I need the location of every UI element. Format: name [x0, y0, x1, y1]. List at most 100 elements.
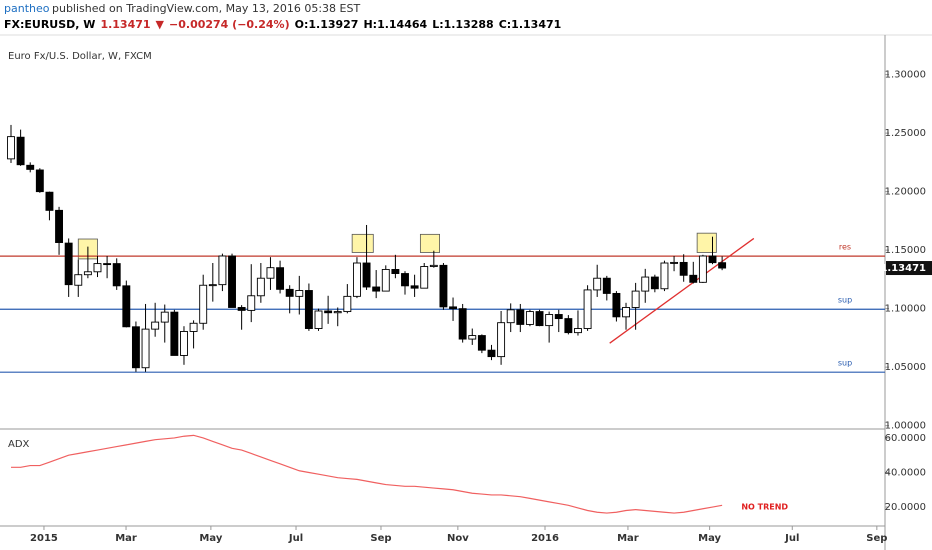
- x-tick-label: Mar: [115, 533, 137, 544]
- candle-body: [160, 311, 169, 323]
- header-change: −0.00274 (−0.24%): [169, 18, 290, 31]
- header-published: published on TradingView.com, May 13, 20…: [52, 2, 360, 15]
- candle-body: [314, 310, 323, 329]
- candle-body: [7, 136, 15, 160]
- candle-body: [718, 262, 727, 269]
- candle-body: [525, 311, 534, 325]
- candle-body: [554, 314, 563, 320]
- candle-body: [660, 262, 669, 290]
- candle-body: [487, 349, 496, 358]
- candle-body: [64, 242, 73, 286]
- candle-body: [266, 267, 275, 279]
- indicator-title: ADX: [8, 439, 30, 450]
- candle-body: [622, 307, 630, 318]
- x-tick-label: Sep: [370, 533, 391, 544]
- candle-body: [420, 266, 429, 289]
- candle-body: [650, 276, 659, 290]
- candle-body: [26, 164, 35, 170]
- candle-body: [83, 271, 92, 276]
- y-tick-label: 40.0000: [885, 467, 926, 478]
- candle-body: [449, 306, 457, 310]
- candle-body: [698, 255, 707, 283]
- candle-body: [362, 262, 371, 288]
- candle-body: [276, 267, 285, 290]
- y-tick-label: 60.0000: [885, 433, 926, 444]
- candle-body: [612, 292, 621, 318]
- candle-body: [218, 255, 227, 286]
- header-symbol: FX:EURUSD, W: [4, 18, 95, 31]
- candle-body: [237, 307, 246, 311]
- level-label: sup: [838, 296, 852, 305]
- candle-body: [285, 288, 294, 297]
- header-open: O:1.13927: [295, 18, 359, 31]
- candle-body: [228, 255, 236, 308]
- candle-body: [535, 311, 544, 327]
- candle-body: [131, 326, 140, 369]
- candle-body: [372, 286, 381, 292]
- candle-body: [295, 290, 304, 297]
- header-user[interactable]: pantheo: [4, 2, 50, 15]
- chart-title: Euro Fx/U.S. Dollar, W, FXCM: [8, 51, 152, 62]
- y-tick-label: 1.20000: [885, 187, 926, 198]
- candle-body: [208, 284, 217, 287]
- candle-body: [304, 290, 313, 329]
- candle-body: [74, 274, 83, 286]
- level-label: res: [839, 243, 851, 252]
- candle-body: [103, 263, 112, 266]
- candle-body: [593, 277, 602, 291]
- x-tick-label: Nov: [447, 533, 469, 544]
- x-tick-label: Mar: [617, 533, 639, 544]
- y-tick-label: 1.15000: [885, 245, 926, 256]
- header-close: C:1.13471: [499, 18, 562, 31]
- candle-body: [670, 261, 679, 264]
- candle-body: [477, 335, 486, 351]
- x-tick-label: Jul: [784, 533, 799, 544]
- candle-body: [410, 285, 419, 289]
- adx-line: [11, 434, 723, 514]
- candle-body: [151, 321, 160, 330]
- candle-body: [689, 274, 698, 283]
- x-tick-label: May: [199, 533, 222, 544]
- price-tag-label: 1.13471: [880, 263, 926, 274]
- y-tick-label: 1.30000: [885, 70, 926, 81]
- candle-body: [324, 310, 333, 314]
- candle-body: [708, 255, 717, 264]
- candle-body: [545, 314, 554, 327]
- header-low: L:1.13288: [432, 18, 494, 31]
- candle-body: [602, 277, 611, 294]
- candle-body: [574, 328, 582, 334]
- annotation: NO TREND: [741, 503, 788, 512]
- symbol-line: FX:EURUSD, W 1.13471 ▼ −0.00274 (−0.24%) O:1…: [4, 18, 561, 31]
- highlight-box: [696, 232, 717, 253]
- candle-body: [564, 318, 573, 334]
- x-tick-label: May: [698, 533, 721, 544]
- x-tick-label: 2015: [30, 533, 58, 544]
- candle-body: [381, 268, 390, 292]
- candle-body: [16, 136, 25, 166]
- candle-body: [516, 309, 525, 325]
- candle-body: [439, 264, 448, 308]
- candle-body: [641, 276, 650, 292]
- candle-body: [170, 311, 179, 356]
- header-high: H:1.14464: [363, 18, 427, 31]
- candle-body: [401, 273, 409, 287]
- candle-body: [343, 295, 352, 313]
- header-arrow: ▼: [156, 18, 165, 31]
- y-tick-label: 1.05000: [885, 362, 926, 373]
- candle-body: [141, 328, 150, 369]
- highlight-box: [419, 233, 440, 253]
- candle-body: [256, 277, 265, 297]
- candle-body: [55, 209, 64, 243]
- candle-body: [112, 263, 121, 287]
- x-tick-label: Sep: [866, 533, 887, 544]
- candle-body: [180, 331, 188, 356]
- candle-body: [333, 311, 342, 314]
- candle-body: [35, 169, 44, 193]
- x-tick-label: Jul: [288, 533, 303, 544]
- candle-body: [497, 322, 506, 358]
- candle-body: [679, 261, 688, 276]
- candle-body: [122, 285, 131, 328]
- y-tick-label: 20.0000: [885, 502, 926, 513]
